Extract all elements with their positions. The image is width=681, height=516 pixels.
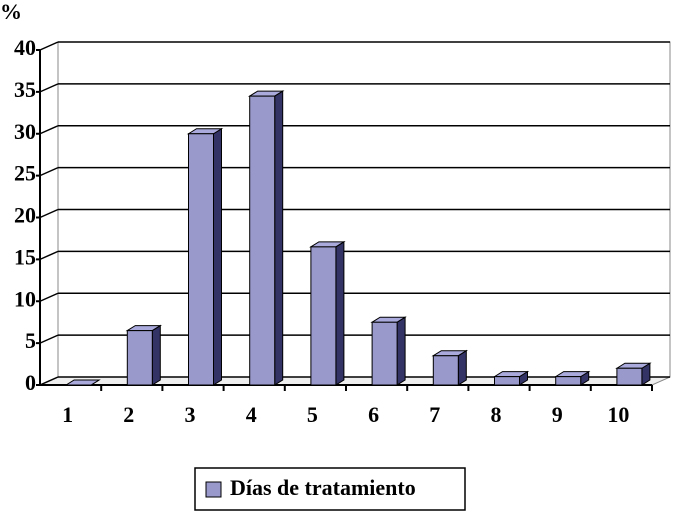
bar [64,379,101,386]
grid-line [39,83,59,93]
y-axis-label: % [0,0,22,24]
x-tick-label: 2 [123,402,134,427]
bar [370,316,407,386]
y-tick-label: 35 [14,77,36,102]
x-tick-label: 7 [429,402,440,427]
bar [553,370,591,386]
bar [492,370,530,386]
bar [309,240,346,386]
y-tick-label: 30 [14,119,36,144]
x-tick-label: 3 [185,402,196,427]
bar [186,127,224,386]
x-tick-label: 10 [607,402,629,427]
y-tick-label: 15 [14,244,36,269]
legend-label: Días de tratamiento [230,475,416,500]
x-tick-label: 1 [62,402,73,427]
y-tick-label: 10 [14,286,36,311]
grid-line [39,208,59,219]
grid-line [39,334,59,344]
legend-box [194,467,466,511]
y-tick-label: 0 [25,370,36,395]
x-tick-label: 6 [368,402,379,427]
x-tick-label: 5 [307,402,318,427]
bar [431,349,469,386]
grid-line [39,166,59,177]
legend-swatch [205,481,222,498]
x-tick-label: 8 [491,402,502,427]
bar [247,90,285,386]
x-tick-label: 9 [552,402,563,427]
x-tick-label: 4 [246,402,257,427]
bar [125,324,163,386]
grid-line [39,292,59,302]
y-tick-label: 25 [14,161,36,186]
grid-line [39,376,59,386]
y-tick-label: 40 [14,35,36,60]
grid-line [39,125,59,135]
y-tick-label: 20 [14,203,36,228]
bar [615,362,652,386]
grid-line [39,41,59,51]
y-tick-label: 5 [25,328,36,353]
grid-line [39,250,59,261]
